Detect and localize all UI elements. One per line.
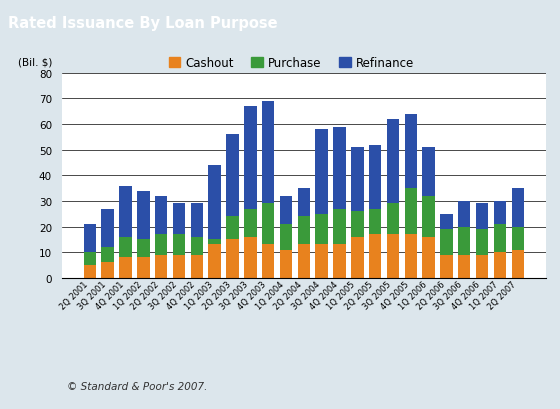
Bar (494, 201, 506, 225)
Bar (351, 237, 363, 278)
Bar (101, 263, 114, 278)
Bar (315, 245, 328, 278)
Bar (226, 240, 239, 278)
Bar (137, 258, 150, 278)
Bar (137, 191, 150, 240)
Bar (190, 255, 203, 278)
Bar (404, 189, 417, 235)
Bar (404, 235, 417, 278)
Bar (226, 217, 239, 240)
Bar (173, 255, 185, 278)
Bar (190, 237, 203, 255)
Bar (422, 196, 435, 237)
Bar (297, 189, 310, 217)
Bar (83, 265, 96, 278)
Bar (83, 252, 96, 265)
Bar (333, 209, 346, 245)
Bar (351, 212, 363, 237)
Bar (369, 145, 381, 209)
Bar (315, 214, 328, 245)
Bar (280, 196, 292, 225)
Bar (262, 102, 274, 204)
Bar (511, 227, 524, 250)
Bar (244, 107, 256, 209)
Bar (83, 225, 96, 252)
Bar (511, 189, 524, 227)
Bar (244, 209, 256, 237)
Bar (369, 209, 381, 235)
Bar (476, 229, 488, 255)
Bar (333, 245, 346, 278)
Bar (511, 250, 524, 278)
Bar (476, 255, 488, 278)
Bar (208, 240, 221, 245)
Bar (119, 237, 132, 258)
Bar (387, 119, 399, 204)
Bar (387, 235, 399, 278)
Bar (297, 217, 310, 245)
Bar (422, 148, 435, 196)
Text: © Standard & Poor's 2007.: © Standard & Poor's 2007. (67, 382, 208, 391)
Bar (458, 201, 470, 227)
Bar (173, 235, 185, 255)
Bar (119, 186, 132, 237)
Bar (208, 166, 221, 240)
Bar (494, 252, 506, 278)
Bar (190, 204, 203, 237)
Bar (333, 127, 346, 209)
Bar (155, 196, 167, 235)
Bar (119, 258, 132, 278)
Bar (173, 204, 185, 235)
Text: Rated Issuance By Loan Purpose: Rated Issuance By Loan Purpose (8, 16, 278, 31)
Bar (280, 250, 292, 278)
Bar (262, 204, 274, 245)
Bar (458, 255, 470, 278)
Bar (494, 225, 506, 252)
Bar (280, 225, 292, 250)
Bar (244, 237, 256, 278)
Bar (404, 115, 417, 189)
Bar (137, 240, 150, 258)
Bar (387, 204, 399, 235)
Bar (440, 229, 452, 255)
Bar (101, 209, 114, 247)
Bar (440, 214, 452, 229)
Bar (208, 245, 221, 278)
Bar (262, 245, 274, 278)
Bar (351, 148, 363, 212)
Bar (101, 247, 114, 263)
Bar (155, 235, 167, 255)
Bar (422, 237, 435, 278)
Bar (297, 245, 310, 278)
Bar (369, 235, 381, 278)
Bar (155, 255, 167, 278)
Legend: Cashout, Purchase, Refinance: Cashout, Purchase, Refinance (164, 52, 418, 74)
Bar (476, 204, 488, 229)
Text: (Bil. $): (Bil. $) (18, 57, 53, 67)
Bar (440, 255, 452, 278)
Bar (458, 227, 470, 255)
Bar (315, 130, 328, 214)
Bar (226, 135, 239, 217)
